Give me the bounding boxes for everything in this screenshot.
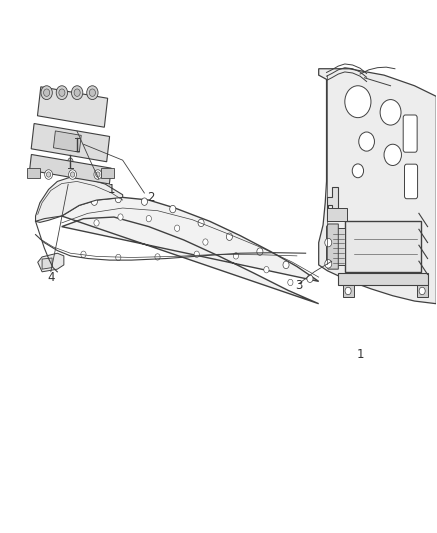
Circle shape: [41, 86, 52, 100]
Circle shape: [94, 220, 99, 226]
Polygon shape: [30, 155, 111, 184]
Polygon shape: [327, 208, 347, 221]
Circle shape: [45, 169, 52, 179]
Polygon shape: [326, 187, 338, 221]
Circle shape: [170, 205, 176, 213]
Text: 1: 1: [108, 183, 115, 196]
FancyBboxPatch shape: [345, 221, 421, 272]
Circle shape: [69, 169, 76, 179]
Circle shape: [155, 254, 160, 260]
Circle shape: [203, 239, 208, 245]
Circle shape: [118, 214, 123, 220]
Polygon shape: [53, 131, 81, 152]
Circle shape: [194, 251, 199, 257]
Polygon shape: [38, 253, 64, 272]
Circle shape: [46, 172, 51, 177]
Circle shape: [198, 219, 204, 227]
Text: 3: 3: [295, 279, 303, 292]
Circle shape: [146, 215, 151, 222]
Bar: [417, 285, 427, 297]
Circle shape: [419, 287, 425, 295]
Circle shape: [68, 158, 73, 165]
Circle shape: [142, 198, 148, 205]
Circle shape: [325, 260, 332, 268]
Text: 1: 1: [356, 348, 364, 361]
Circle shape: [288, 279, 293, 286]
Circle shape: [257, 248, 263, 255]
Bar: [101, 168, 114, 177]
Circle shape: [359, 132, 375, 151]
Polygon shape: [31, 124, 110, 161]
Circle shape: [384, 144, 402, 165]
Circle shape: [233, 253, 239, 259]
Polygon shape: [62, 197, 319, 304]
Circle shape: [345, 287, 351, 295]
Circle shape: [264, 266, 269, 273]
Text: 4: 4: [47, 271, 55, 284]
Text: 2: 2: [147, 191, 155, 204]
Circle shape: [380, 100, 401, 125]
Circle shape: [94, 169, 102, 179]
FancyBboxPatch shape: [405, 164, 418, 199]
Circle shape: [325, 238, 332, 247]
Circle shape: [115, 195, 121, 203]
Circle shape: [96, 172, 100, 177]
Bar: [27, 168, 40, 177]
Circle shape: [87, 86, 98, 100]
Circle shape: [70, 172, 75, 177]
Polygon shape: [319, 69, 436, 304]
Circle shape: [81, 251, 86, 257]
Circle shape: [74, 141, 80, 148]
Circle shape: [283, 261, 289, 269]
Circle shape: [307, 275, 313, 282]
Circle shape: [226, 233, 232, 240]
FancyBboxPatch shape: [403, 115, 417, 152]
Polygon shape: [35, 177, 123, 222]
Circle shape: [345, 86, 371, 118]
Polygon shape: [326, 224, 338, 269]
Circle shape: [174, 225, 180, 231]
Bar: [343, 285, 354, 297]
Circle shape: [74, 89, 80, 96]
FancyBboxPatch shape: [332, 228, 345, 265]
Circle shape: [352, 164, 364, 177]
Circle shape: [59, 89, 65, 96]
Circle shape: [56, 86, 68, 100]
Circle shape: [91, 198, 97, 205]
Circle shape: [89, 89, 95, 96]
Circle shape: [72, 86, 83, 100]
Bar: [338, 273, 427, 285]
Polygon shape: [42, 258, 52, 269]
Polygon shape: [38, 87, 108, 127]
Circle shape: [44, 89, 50, 96]
Circle shape: [116, 254, 121, 261]
